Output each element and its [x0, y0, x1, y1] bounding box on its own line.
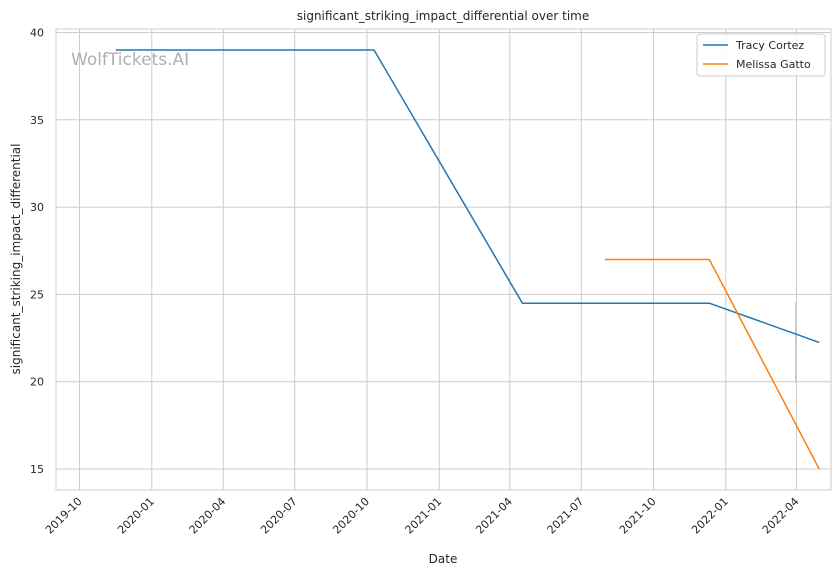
x-tick-label: 2020-01: [115, 495, 157, 537]
x-tick-label: 2019-10: [43, 495, 85, 537]
y-tick-label: 30: [30, 201, 44, 214]
legend-label-melissa-gatto: Melissa Gatto: [736, 58, 811, 71]
x-tick-label: 2022-04: [760, 495, 802, 537]
x-tick-label: 2020-10: [330, 495, 372, 537]
x-tick-label: 2021-04: [473, 495, 515, 537]
y-tick-label: 20: [30, 376, 44, 389]
y-tick-label: 25: [30, 288, 44, 301]
series-lines: [115, 49, 820, 470]
y-axis-label: significant_striking_impact_differential: [9, 144, 23, 375]
x-tick-label: 2021-01: [403, 495, 445, 537]
x-tick-label: 2021-07: [545, 495, 587, 537]
grid-lines: [56, 29, 831, 490]
x-tick-label: 2020-04: [187, 495, 229, 537]
legend-label-tracy-cortez: Tracy Cortez: [735, 39, 804, 52]
y-tick-label: 35: [30, 114, 44, 127]
y-tick-label: 15: [30, 463, 44, 476]
legend-box: [696, 33, 826, 77]
y-tick-label: 40: [30, 26, 44, 39]
legend: Tracy Cortez Melissa Gatto: [696, 33, 826, 77]
chart-title: significant_striking_impact_differential…: [297, 9, 589, 23]
series-line-melissa-gatto: [604, 258, 820, 470]
series-line-tracy-cortez: [115, 49, 820, 344]
y-tick-labels: 15 20 25 30 35 40: [30, 26, 44, 476]
watermark: WolfTickets.AI: [71, 50, 189, 70]
x-tick-label: 2021-10: [617, 495, 659, 537]
x-axis-label: Date: [429, 552, 458, 566]
x-tick-label: 2020-07: [258, 495, 300, 537]
x-tick-label: 2022-01: [689, 495, 731, 537]
plot-frame: [55, 28, 832, 491]
x-tick-labels: 2019-10 2020-01 2020-04 2020-07 2020-10 2021-…: [43, 495, 802, 537]
